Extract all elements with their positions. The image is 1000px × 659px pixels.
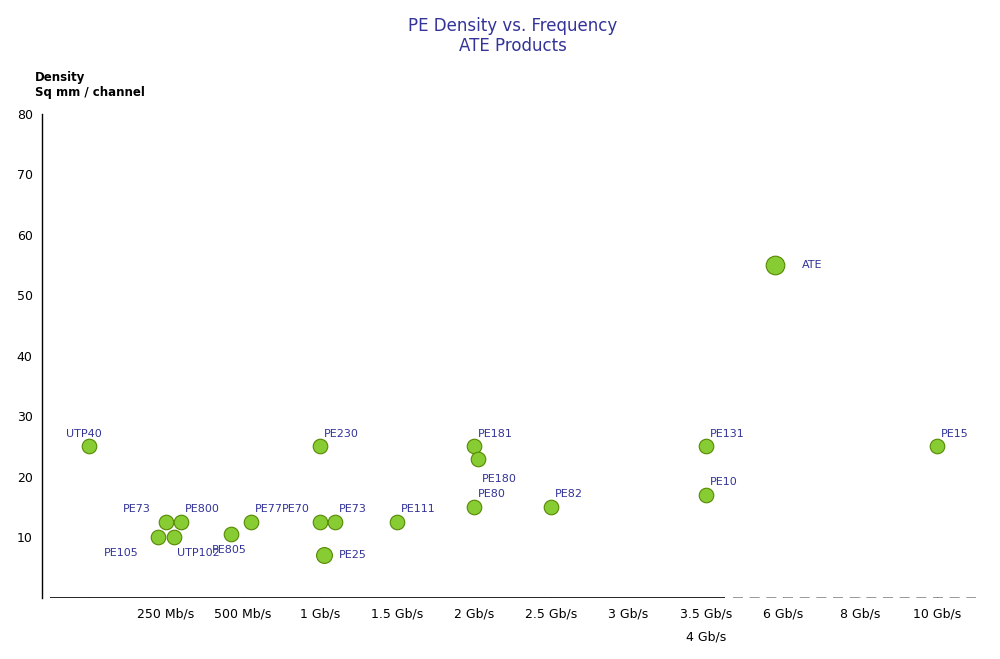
Text: PE15: PE15 (941, 428, 969, 438)
Point (312, 441, 328, 451)
Text: PE111: PE111 (401, 504, 436, 514)
Text: PE77: PE77 (254, 504, 282, 514)
Text: PE805: PE805 (212, 545, 247, 555)
Text: PE73: PE73 (123, 504, 151, 514)
Text: UTP102: UTP102 (177, 548, 220, 558)
Text: UTP40: UTP40 (66, 428, 101, 438)
Point (243, 517, 259, 527)
Point (316, 550, 332, 561)
Text: PE25: PE25 (339, 550, 367, 560)
Text: PE230: PE230 (324, 428, 359, 438)
Text: PE180: PE180 (482, 474, 517, 484)
Text: PE70: PE70 (281, 504, 309, 514)
Point (312, 517, 328, 527)
Point (698, 490, 714, 500)
Point (470, 453, 486, 464)
Text: PE800: PE800 (185, 504, 220, 514)
Text: PE73: PE73 (339, 504, 367, 514)
Point (327, 517, 343, 527)
Point (150, 532, 166, 542)
Text: PE105: PE105 (104, 548, 139, 558)
Text: PE131: PE131 (710, 428, 744, 438)
Text: 4 Gb/s: 4 Gb/s (686, 631, 726, 644)
Point (81, 441, 97, 451)
Text: PE10: PE10 (710, 477, 737, 487)
Point (173, 517, 189, 527)
Point (466, 501, 482, 512)
Text: PE181: PE181 (478, 428, 513, 438)
Point (389, 517, 405, 527)
Text: PE82: PE82 (555, 489, 583, 499)
Text: PE80: PE80 (478, 489, 506, 499)
Point (466, 441, 482, 451)
Point (158, 517, 174, 527)
Point (223, 529, 239, 539)
Point (698, 441, 714, 451)
Point (767, 260, 783, 270)
Text: ATE: ATE (802, 260, 823, 270)
Point (166, 532, 182, 542)
Text: Density
Sq mm / channel: Density Sq mm / channel (35, 71, 145, 100)
Point (929, 441, 945, 451)
Title: PE Density vs. Frequency
ATE Products: PE Density vs. Frequency ATE Products (408, 16, 617, 55)
Point (543, 501, 559, 512)
